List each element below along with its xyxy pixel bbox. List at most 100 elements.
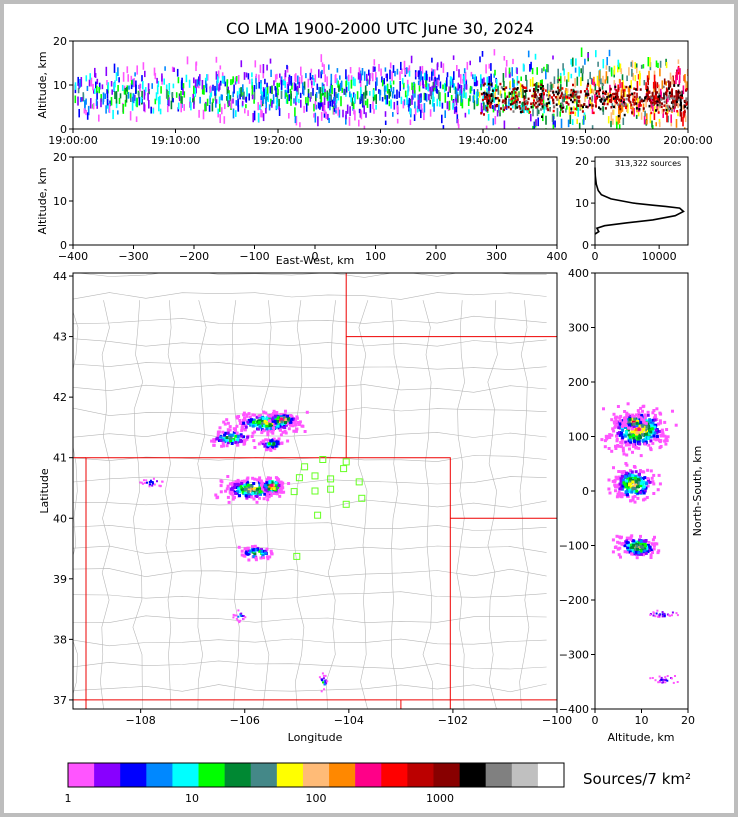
time-altitude-source-mark <box>684 80 687 90</box>
north-south-source-mark <box>615 534 619 538</box>
time-altitude-source-mark <box>649 57 651 68</box>
time-altitude-source-mark <box>530 61 532 70</box>
time-altitude-source-mark <box>493 49 496 56</box>
time-altitude-source-mark <box>100 98 102 108</box>
colorbar-swatch <box>172 763 199 787</box>
time-altitude-source-mark <box>600 78 602 85</box>
time-altitude-core-mark <box>633 92 636 95</box>
time-altitude-source-mark <box>637 112 640 117</box>
time-altitude-core-mark <box>509 103 512 106</box>
time-altitude-source-mark <box>183 91 186 98</box>
time-altitude-source-mark <box>180 96 182 105</box>
time-altitude-source-mark <box>167 90 169 100</box>
north-south-sparse-mark <box>654 615 657 618</box>
histogram-x-tick-label: 10000 <box>642 250 677 263</box>
colorbar-swatch <box>302 763 330 787</box>
storm-cell-core-mark <box>265 481 269 485</box>
time-altitude-core-mark <box>567 94 570 97</box>
time-altitude-source-mark <box>420 109 422 119</box>
north-south-source-mark <box>656 437 660 441</box>
storm-cell-mark <box>246 483 250 487</box>
north-south-source-mark <box>645 496 649 499</box>
time-altitude-source-mark <box>668 93 671 98</box>
histogram-frame <box>594 156 689 246</box>
time-altitude-source-mark <box>217 108 219 114</box>
time-altitude-source-mark <box>219 80 222 86</box>
time-altitude-source-mark <box>262 70 265 79</box>
north-south-core-mark <box>624 424 628 427</box>
time-altitude-source-mark <box>78 82 80 90</box>
north-south-source-mark <box>625 541 629 545</box>
time-altitude-source-mark <box>458 69 460 78</box>
time-altitude-source-mark <box>457 118 459 126</box>
time-altitude-source-mark <box>155 92 158 101</box>
north-south-source-mark <box>620 495 624 499</box>
time-altitude-source-mark <box>328 117 330 123</box>
storm-cell-mark <box>240 488 244 492</box>
north-south-source-mark <box>642 553 646 557</box>
colorbar-tick-label: 1 <box>65 792 72 805</box>
time-altitude-source-mark <box>509 80 511 89</box>
time-altitude-source-mark <box>580 47 583 58</box>
time-altitude-source-mark <box>634 62 636 69</box>
north-south-core-mark <box>627 426 631 430</box>
time-altitude-source-mark <box>575 58 577 66</box>
time-altitude-source-mark <box>203 85 205 95</box>
time-altitude-source-mark <box>359 109 362 118</box>
north-south-source-mark <box>618 541 621 545</box>
time-altitude-source-mark <box>658 118 661 124</box>
time-altitude-core-mark <box>661 102 663 105</box>
time-altitude-source-mark <box>183 104 185 111</box>
time-altitude-source-mark <box>143 102 145 112</box>
time-altitude-source-mark <box>503 81 505 88</box>
north-south-sparse-mark <box>663 678 666 681</box>
time-altitude-source-mark <box>266 82 268 88</box>
time-altitude-source-mark <box>221 75 224 84</box>
storm-cell-core-mark <box>279 483 283 487</box>
storm-cell-core-mark <box>294 423 297 427</box>
north-south-source-mark <box>600 438 604 442</box>
time-altitude-source-mark <box>522 63 525 72</box>
time-altitude-source-mark <box>206 74 208 81</box>
storm-cell-core-mark <box>279 413 283 417</box>
time-altitude-core-mark <box>548 94 551 97</box>
storm-cell-sparse-mark <box>152 477 155 480</box>
storm-cell-mark <box>230 433 234 437</box>
time-altitude-source-mark <box>228 100 230 107</box>
storm-cell-mark <box>262 556 266 560</box>
time-altitude-source-mark <box>293 98 295 104</box>
time-altitude-core-mark <box>559 96 562 99</box>
time-altitude-core-mark <box>549 81 552 85</box>
time-altitude-source-mark <box>384 94 386 100</box>
time-altitude-source-mark <box>300 99 302 108</box>
north-south-source-mark <box>622 493 626 497</box>
time-altitude-source-mark <box>232 108 235 119</box>
time-altitude-source-mark <box>343 88 346 95</box>
time-altitude-source-mark <box>660 91 662 100</box>
time-altitude-source-mark <box>298 98 300 104</box>
north-south-source-mark <box>612 412 616 416</box>
time-altitude-source-mark <box>465 92 467 99</box>
time-altitude-source-mark <box>407 90 409 96</box>
storm-cell-mark <box>258 549 262 553</box>
time-altitude-source-mark <box>636 81 639 91</box>
north-south-source-mark <box>643 542 647 546</box>
time-altitude-source-mark <box>320 93 323 103</box>
storm-cell-mark <box>231 489 235 493</box>
colorbar-swatch <box>511 763 539 787</box>
time-altitude-core-mark <box>657 111 660 114</box>
time-altitude-source-mark <box>115 91 118 100</box>
storm-cell-mark <box>240 429 244 433</box>
storm-cell-mark <box>243 418 247 422</box>
time-altitude-source-mark <box>226 96 228 101</box>
colorbar-swatch <box>407 763 434 787</box>
time-altitude-source-mark <box>350 79 353 89</box>
time-altitude-source-mark <box>425 93 428 102</box>
time-altitude-source-mark <box>302 87 305 96</box>
time-altitude-source-mark <box>620 68 623 75</box>
time-altitude-source-mark <box>86 85 89 91</box>
storm-cell-mark <box>268 442 272 446</box>
time-altitude-source-mark <box>602 98 605 103</box>
time-altitude-source-mark <box>516 67 518 75</box>
north-south-source-mark <box>649 446 652 450</box>
